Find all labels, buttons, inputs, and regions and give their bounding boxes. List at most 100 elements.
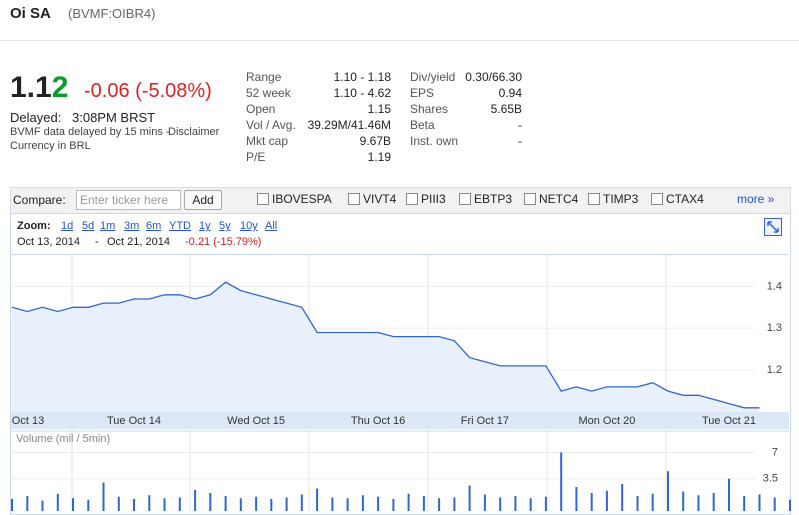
y-tick-label: 1.3 — [767, 322, 782, 334]
y-tick-label: 1.2 — [767, 364, 782, 376]
compare-ticker: VIVT4 — [363, 192, 397, 206]
zoom-link[interactable]: All — [265, 220, 278, 232]
expand-button[interactable] — [764, 218, 782, 236]
more-link[interactable]: more » — [737, 192, 775, 206]
delay-note: BVMF data delayed by 15 mins - — [10, 126, 170, 138]
volume-bar — [133, 499, 135, 511]
x-tick-label: Fri Oct 17 — [461, 415, 509, 427]
volume-bar — [483, 494, 486, 511]
checkbox[interactable] — [588, 193, 600, 205]
volume-bar — [178, 497, 181, 511]
volume-bar — [773, 497, 776, 511]
volume-bar — [438, 498, 441, 511]
volume-bar — [499, 497, 502, 511]
volume-bar — [407, 493, 410, 511]
stat-value: - — [518, 118, 522, 132]
price-change: -0.06 (-5.08%) — [84, 80, 212, 102]
volume-bar — [422, 496, 425, 511]
compare-ticker: NETC4 — [539, 192, 579, 206]
y-tick-label: 1.4 — [767, 280, 782, 292]
volume-bar — [651, 493, 654, 511]
checkbox[interactable] — [406, 193, 418, 205]
volume-bar — [667, 471, 669, 511]
volume-bar — [590, 493, 593, 511]
volume-bar — [621, 484, 624, 511]
x-tick-label: Thu Oct 16 — [351, 415, 405, 427]
range-end: Oct 21, 2014 — [107, 236, 170, 248]
volume-bar — [392, 499, 395, 511]
zoom-link[interactable]: YTD — [169, 220, 191, 232]
add-button[interactable]: Add — [184, 190, 222, 210]
volume-bar — [26, 496, 29, 511]
volume-bar — [346, 498, 349, 511]
price-area — [12, 282, 760, 412]
checkbox[interactable] — [257, 193, 269, 205]
compare-ticker: EBTP3 — [474, 192, 513, 206]
volume-bar — [728, 478, 730, 511]
x-tick-label: Tue Oct 14 — [107, 415, 161, 427]
stat-value: 1.19 — [367, 150, 391, 164]
volume-bar — [453, 497, 456, 511]
range-start: Oct 13, 2014 — [17, 236, 80, 248]
checkbox[interactable] — [651, 193, 663, 205]
volume-bar — [72, 498, 74, 511]
x-tick-label: Oct 13 — [12, 415, 44, 427]
compare-ticker: TIMP3 — [603, 192, 639, 206]
range-separator: - — [95, 236, 99, 248]
company-name: Oi SA — [10, 5, 51, 22]
checkbox[interactable] — [459, 193, 471, 205]
volume-bar — [239, 498, 242, 511]
stat-value: 1.10 - 4.62 — [333, 86, 391, 100]
volume-bar — [148, 495, 151, 511]
volume-bar — [117, 496, 120, 511]
volume-bar — [514, 496, 517, 511]
ticker-input[interactable]: Enter ticker here — [76, 190, 181, 210]
volume-title: Volume (mil / 5min) — [16, 433, 110, 445]
volume-bar — [285, 497, 288, 511]
volume-bar — [468, 485, 471, 511]
volume-bar — [560, 452, 563, 511]
stat-label: EPS — [410, 86, 435, 100]
volume-bar — [316, 488, 319, 511]
stat-label: Mkt cap — [246, 134, 289, 148]
stat-label: Beta — [410, 118, 435, 132]
x-tick-label: Mon Oct 20 — [578, 415, 635, 427]
volume-bar — [11, 499, 13, 511]
volume-bar — [209, 493, 212, 511]
disclaimer-link[interactable]: Disclaimer — [168, 126, 220, 138]
zoom-link[interactable]: 1d — [61, 220, 74, 232]
zoom-link[interactable]: 1y — [199, 220, 211, 232]
volume-bar — [163, 498, 166, 511]
divider — [0, 40, 799, 41]
stat-value: 9.67B — [359, 134, 391, 148]
volume-bar — [529, 498, 532, 511]
zoom-link[interactable]: 5y — [219, 220, 231, 232]
zoom-link[interactable]: 3m — [124, 220, 140, 232]
x-tick-label: Tue Oct 21 — [702, 415, 756, 427]
stat-value: 0.94 — [498, 86, 522, 100]
zoom-link[interactable]: 10y — [240, 220, 258, 232]
zoom-link[interactable]: 1m — [100, 220, 116, 232]
volume-bar — [270, 499, 273, 511]
y-tick-label: 3.5 — [763, 473, 778, 485]
stat-label: Shares — [410, 102, 449, 116]
compare-ticker: CTAX4 — [666, 192, 704, 206]
volume-bar — [331, 497, 334, 511]
stat-label: P/E — [246, 150, 266, 164]
price: 1.12 — [10, 71, 69, 104]
stat-label: Open — [246, 102, 276, 116]
checkbox[interactable] — [524, 193, 536, 205]
stat-label: Vol / Avg. — [246, 118, 296, 132]
delayed-label: Delayed: — [10, 110, 62, 125]
y-tick-label: 7 — [772, 446, 778, 458]
checkbox[interactable] — [348, 193, 360, 205]
volume-bar — [224, 496, 227, 511]
stat-value: - — [518, 134, 522, 148]
volume-bar — [544, 496, 547, 511]
volume-bar — [743, 496, 746, 511]
zoom-link[interactable]: 5d — [82, 220, 95, 232]
x-tick-label: Wed Oct 15 — [227, 415, 285, 427]
compare-ticker: IBOVESPA — [272, 192, 332, 206]
zoom-link[interactable]: 6m — [146, 220, 162, 232]
